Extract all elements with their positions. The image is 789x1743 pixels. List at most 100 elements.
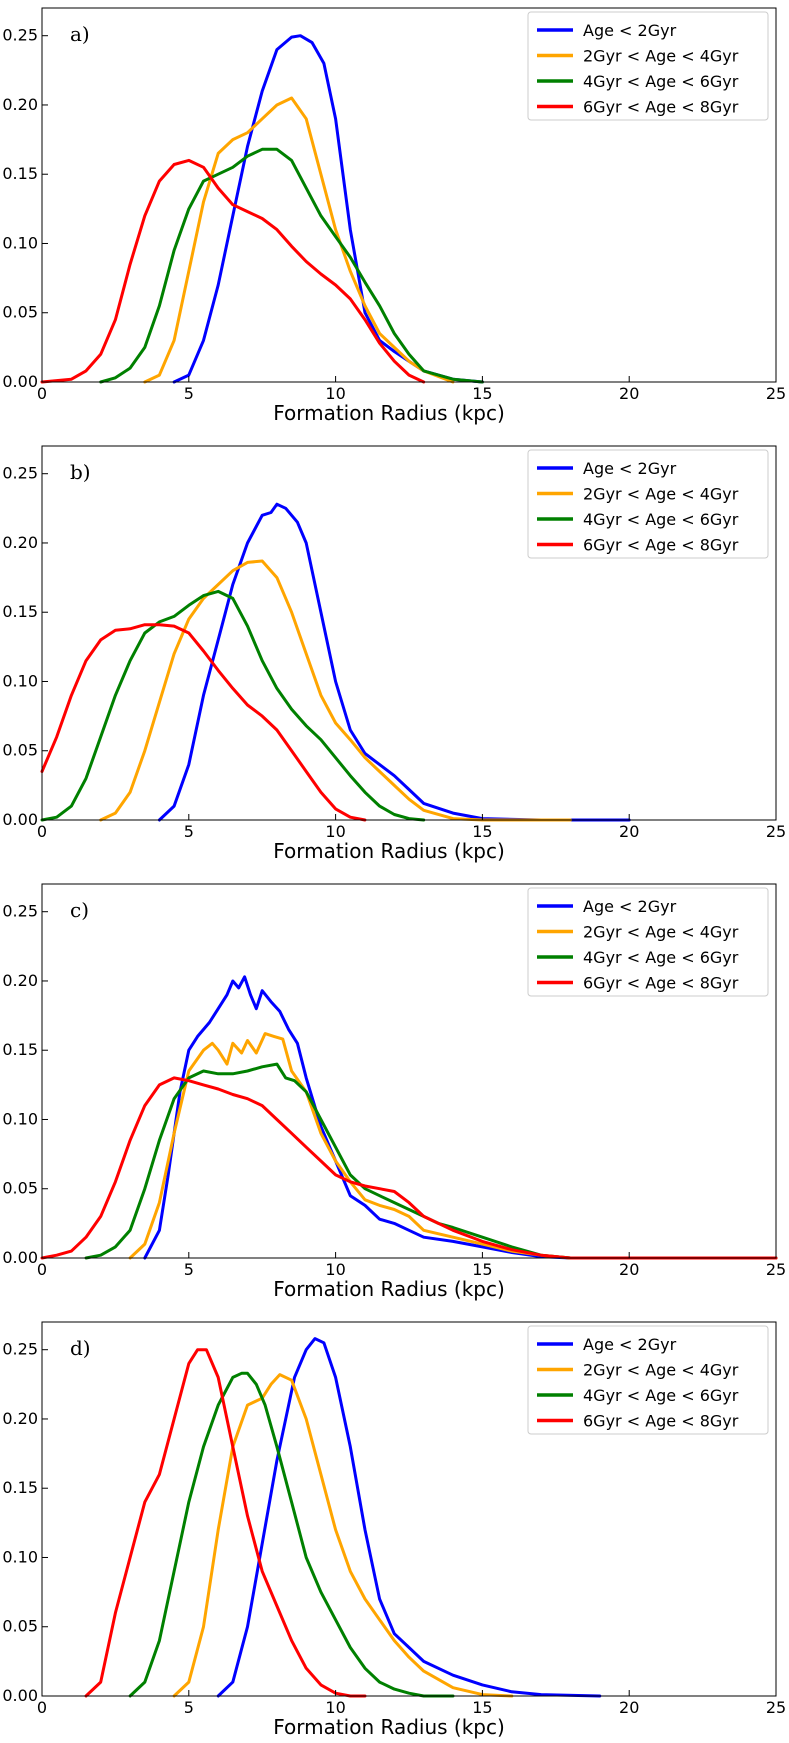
legend-label: 2Gyr < Age < 4Gyr [583,485,739,504]
legend-label: 2Gyr < Age < 4Gyr [583,1361,739,1380]
y-tick-label: 0.05 [2,741,38,760]
panel-c: 0 5 10 15 20 25 0.00 0.05 0.10 0.15 0.20 0.25 Format… [2,883,786,1301]
y-tick-label: 0.20 [2,1409,38,1428]
panel-a: 0 5 10 15 20 25 0.00 0.05 0.10 0.15 0.20 0.25 Format… [2,7,786,425]
legend-label: 4Gyr < Age < 6Gyr [583,1386,739,1405]
y-tick-label: 0.25 [2,1340,38,1359]
y-tick-label: 0.20 [2,95,38,114]
y-tick-label: 0.25 [2,26,38,45]
series-line-3 [84,1062,778,1260]
legend-label: Age < 2Gyr [583,897,677,916]
series-line-1 [172,34,484,384]
series-line-1 [143,975,778,1260]
series-line-2 [99,559,572,822]
x-tick-label: 20 [619,1698,639,1717]
x-tick-label: 10 [325,1260,345,1279]
plot-frame [41,1321,777,1697]
y-tick-label: 0.00 [2,810,38,829]
panel-label: b) [70,460,91,484]
series-line-4 [40,1076,778,1260]
legend-label: 4Gyr < Age < 6Gyr [583,510,739,529]
series-line-3 [99,147,484,384]
y-tick-label: 0.10 [2,1109,38,1128]
x-tick-label: 5 [184,1698,194,1717]
series-line-4 [84,1348,367,1698]
y-tick-label: 0.10 [2,671,38,690]
x-tick-label: 5 [184,384,194,403]
y-tick-label: 0.10 [2,1547,38,1566]
y-tick-label: 0.05 [2,1179,38,1198]
legend: Age < 2Gyr 2Gyr < Age < 4Gyr 4Gyr < Age < … [527,449,769,559]
series-line-3 [40,589,426,822]
x-tick-label: 5 [184,822,194,841]
legend-label: 4Gyr < Age < 6Gyr [583,72,739,91]
y-tick-label: 0.05 [2,303,38,322]
legend-label: 6Gyr < Age < 8Gyr [583,98,739,117]
panel-d: 0 5 10 15 20 25 0.00 0.05 0.10 0.15 0.20 0.25 Format… [2,1321,786,1739]
legend-label: 2Gyr < Age < 4Gyr [583,47,739,66]
x-tick-label: 20 [619,384,639,403]
series-line-3 [128,1371,455,1698]
y-tick-label: 0.00 [2,372,38,391]
x-tick-label: 10 [325,384,345,403]
legend-label: Age < 2Gyr [583,1335,677,1354]
x-tick-label: 20 [619,822,639,841]
y-tick-label: 0.15 [2,164,38,183]
x-tick-label: 10 [325,822,345,841]
series-line-2 [143,96,455,384]
legend-label: 6Gyr < Age < 8Gyr [583,974,739,993]
series-line-4 [40,623,367,822]
series-line-2 [128,1032,778,1260]
y-tick-label: 0.20 [2,533,38,552]
x-axis-label: Formation Radius (kpc) [273,401,505,425]
y-tick-label: 0.00 [2,1686,38,1705]
plot-frame [41,883,777,1259]
x-tick-label: 15 [472,1698,492,1717]
x-tick-label: 15 [472,1260,492,1279]
legend-box [527,11,769,121]
x-tick-label: 20 [619,1260,639,1279]
y-tick-label: 0.25 [2,902,38,921]
legend-box [527,887,769,997]
legend-label: 2Gyr < Age < 4Gyr [583,923,739,942]
plot-frame [41,7,777,383]
y-tick-label: 0.15 [2,1478,38,1497]
panel-label: c) [70,898,89,922]
legend: Age < 2Gyr 2Gyr < Age < 4Gyr 4Gyr < Age < … [527,887,769,997]
x-tick-label: 25 [766,1260,786,1279]
x-tick-label: 15 [472,822,492,841]
legend-box [527,449,769,559]
x-tick-label: 0 [37,822,47,841]
y-tick-label: 0.00 [2,1248,38,1267]
series-line-2 [172,1373,514,1698]
y-tick-label: 0.05 [2,1617,38,1636]
x-axis-label: Formation Radius (kpc) [273,1277,505,1301]
panel-b: 0 5 10 15 20 25 0.00 0.05 0.10 0.15 0.20 0.25 Format… [2,445,786,863]
x-axis-label: Formation Radius (kpc) [273,839,505,863]
y-tick-label: 0.15 [2,1040,38,1059]
legend-label: 6Gyr < Age < 8Gyr [583,1412,739,1431]
x-tick-label: 25 [766,1698,786,1717]
legend-label: Age < 2Gyr [583,459,677,478]
x-tick-label: 0 [37,384,47,403]
y-tick-label: 0.15 [2,602,38,621]
legend-label: 4Gyr < Age < 6Gyr [583,948,739,967]
legend-label: Age < 2Gyr [583,21,677,40]
legend: Age < 2Gyr 2Gyr < Age < 4Gyr 4Gyr < Age < … [527,1325,769,1435]
legend-label: 6Gyr < Age < 8Gyr [583,536,739,555]
y-tick-label: 0.25 [2,464,38,483]
panel-label: d) [70,1336,91,1360]
panel-label: a) [70,22,90,46]
x-tick-label: 0 [37,1698,47,1717]
x-tick-label: 15 [472,384,492,403]
series-line-4 [40,158,426,384]
x-tick-label: 5 [184,1260,194,1279]
legend-box [527,1325,769,1435]
plot-frame [41,445,777,821]
x-tick-label: 25 [766,384,786,403]
x-axis-label: Formation Radius (kpc) [273,1715,505,1739]
x-tick-label: 25 [766,822,786,841]
x-tick-label: 10 [325,1698,345,1717]
x-tick-label: 0 [37,1260,47,1279]
